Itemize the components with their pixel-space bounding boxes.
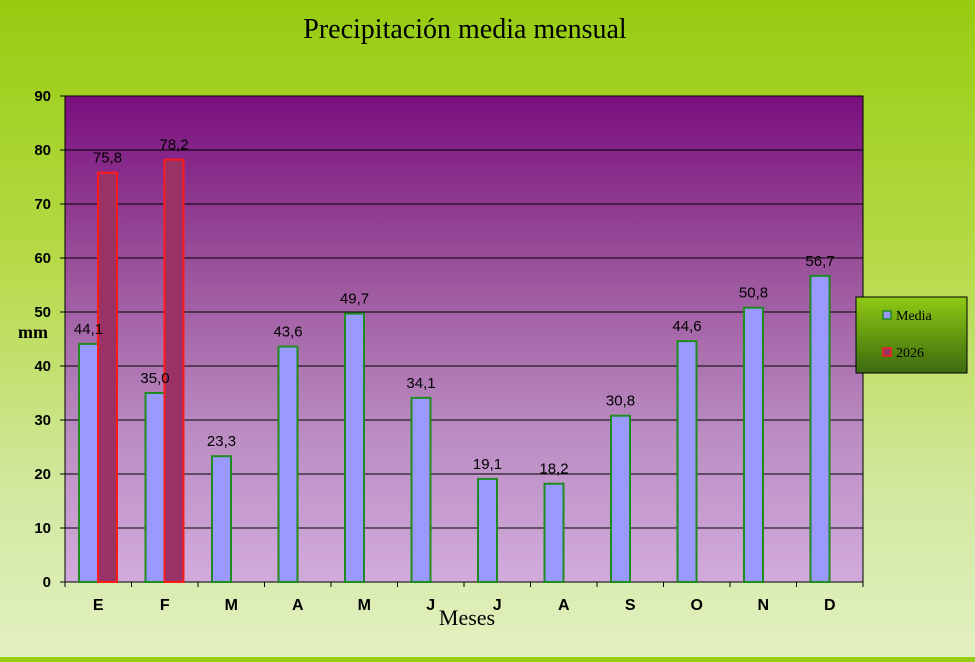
data-label-media: 56,7	[805, 253, 834, 270]
data-label-media: 44,1	[74, 321, 103, 338]
bar-2026-2	[163, 158, 185, 583]
gridlines	[65, 149, 863, 529]
y-tick-label: 20	[34, 466, 51, 483]
y-tick-label: 10	[34, 520, 51, 537]
bar-media-3	[211, 455, 232, 583]
plot-area	[64, 95, 864, 583]
y-axis-ticks: 0 10 20 30 40 50 60 70 80 90	[34, 88, 65, 591]
x-tick-label: A	[292, 597, 304, 614]
data-labels: 44,1 35,0 23,3 43,6 49,7 34,1 19,1 18,2 30,8 44,6…	[74, 137, 835, 478]
bar-media-2	[144, 392, 166, 583]
data-label-media: 50,8	[739, 285, 768, 302]
bar-media-5	[344, 312, 365, 583]
bar-media-10	[676, 340, 698, 583]
bar-media-12	[809, 274, 831, 583]
legend-label-2026: 2026	[896, 346, 924, 361]
legend-box	[855, 296, 968, 374]
y-tick-label: 70	[34, 196, 51, 213]
y-tick-label: 30	[34, 412, 51, 429]
data-label-media: 35,0	[140, 370, 169, 387]
y-tick-label: 90	[34, 88, 51, 105]
x-tick-label: A	[558, 597, 570, 614]
data-label-media: 44,6	[672, 318, 701, 335]
y-tick-label: 60	[34, 250, 51, 267]
chart-title: Precipitación media mensual	[303, 14, 627, 45]
x-tick-label: J	[493, 597, 502, 614]
bar-media-7	[477, 477, 498, 583]
x-tick-label: S	[625, 597, 636, 614]
data-label-media: 49,7	[340, 291, 369, 308]
legend-swatch-2026	[882, 347, 892, 357]
bar-media-4	[277, 345, 299, 583]
data-label-2026: 78,2	[159, 137, 188, 154]
y-tick-label: 40	[34, 358, 51, 375]
x-tick-label: M	[358, 597, 371, 614]
data-label-media: 43,6	[273, 324, 302, 341]
x-tick-label: F	[160, 597, 170, 614]
bars	[78, 158, 831, 583]
data-label-media: 34,1	[406, 375, 435, 392]
bar-media-8	[543, 482, 565, 583]
data-label-media: 19,1	[473, 456, 502, 473]
x-tick-label: D	[824, 597, 836, 614]
x-tick-label: J	[426, 597, 435, 614]
y-tick-label: 80	[34, 142, 51, 159]
data-label-2026: 75,8	[93, 150, 122, 167]
bar-2026-1	[97, 171, 118, 583]
x-tick-label: O	[691, 597, 703, 614]
legend-label-media: Media	[896, 309, 933, 324]
data-label-media: 30,8	[606, 393, 635, 410]
bar-media-1	[78, 342, 99, 583]
bar-media-9	[610, 414, 631, 583]
legend-swatch-media	[882, 310, 892, 320]
x-tick-label: M	[225, 597, 238, 614]
y-axis-label: mm	[18, 322, 48, 342]
y-tick-label: 0	[43, 574, 51, 591]
data-label-media: 18,2	[539, 461, 568, 478]
legend: Media 2026	[855, 296, 968, 374]
x-axis-label: Meses	[439, 605, 495, 630]
bar-media-6	[410, 396, 432, 583]
bar-media-11	[743, 306, 764, 583]
x-tick-label: N	[757, 597, 769, 614]
y-tick-label: 50	[34, 304, 51, 321]
x-tick-label: E	[93, 597, 104, 614]
data-label-media: 23,3	[207, 433, 236, 450]
